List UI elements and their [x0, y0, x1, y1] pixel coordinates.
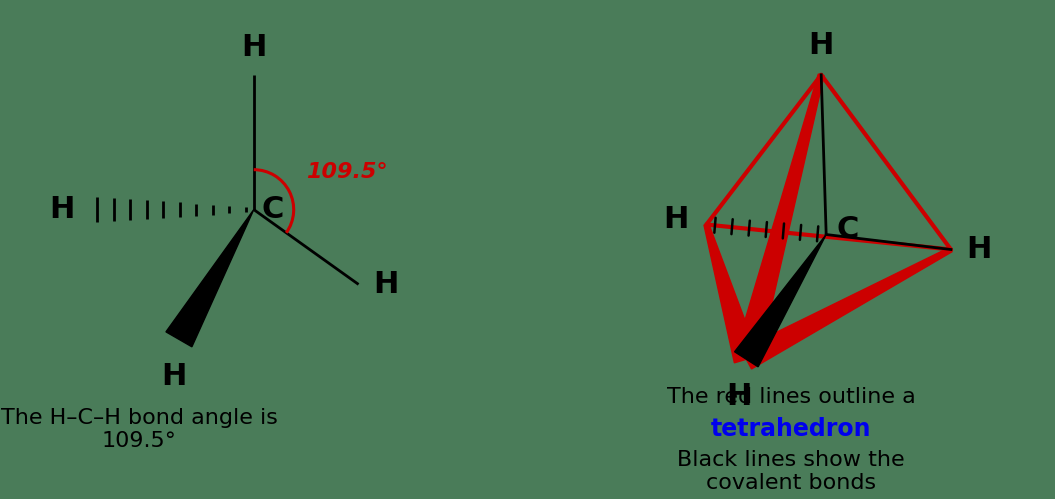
Text: C: C — [262, 195, 284, 224]
Text: H: H — [242, 33, 267, 62]
Polygon shape — [704, 224, 759, 363]
Text: Black lines show the
covalent bonds: Black lines show the covalent bonds — [677, 450, 905, 493]
Text: H: H — [966, 235, 992, 264]
Polygon shape — [734, 235, 826, 367]
Text: H: H — [373, 270, 399, 299]
Polygon shape — [742, 248, 952, 369]
Text: H: H — [664, 205, 689, 234]
Text: The H–C–H bond angle is
109.5°: The H–C–H bond angle is 109.5° — [1, 408, 277, 451]
Text: H: H — [808, 31, 833, 60]
Text: H: H — [161, 362, 187, 391]
Text: H: H — [49, 195, 74, 224]
Text: The red lines outline a: The red lines outline a — [667, 387, 916, 407]
Text: 109.5°: 109.5° — [306, 162, 388, 182]
Polygon shape — [166, 210, 254, 347]
Text: tetrahedron: tetrahedron — [711, 417, 871, 441]
Polygon shape — [734, 74, 824, 362]
Text: C: C — [837, 215, 859, 244]
Text: H: H — [726, 382, 751, 411]
